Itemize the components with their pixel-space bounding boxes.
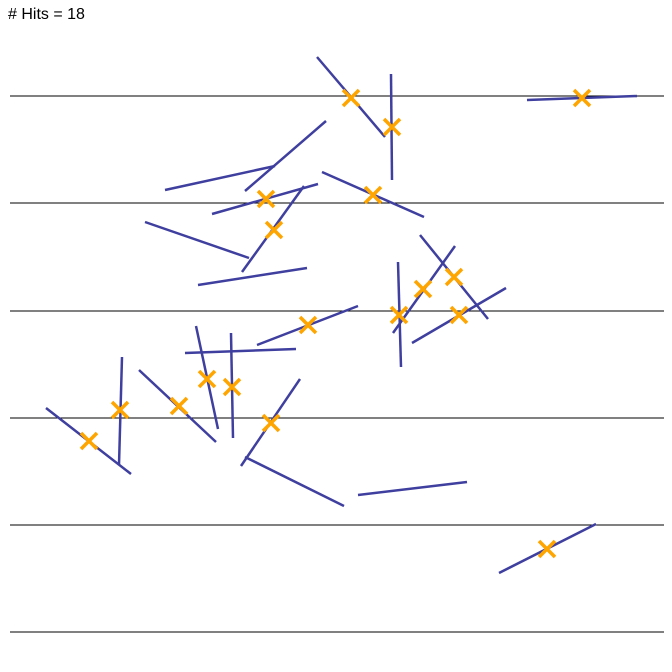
hit-marker	[264, 220, 284, 240]
hit-marker	[261, 413, 281, 433]
needles	[45, 56, 638, 575]
needle	[244, 455, 345, 508]
hit-marker	[110, 400, 130, 420]
hit-marker	[341, 88, 361, 108]
hit-marker	[79, 431, 99, 451]
needle	[244, 120, 327, 192]
hit-marker	[413, 279, 433, 299]
hit-marker	[444, 267, 464, 287]
hit-marker	[197, 369, 217, 389]
hit-marker	[256, 189, 276, 209]
needle	[144, 220, 250, 260]
hit-marker	[363, 185, 383, 205]
hit-marker	[382, 117, 402, 137]
hit-marker	[298, 315, 318, 335]
hits-count-label: # Hits = 18	[8, 6, 85, 23]
hit-marker	[572, 88, 592, 108]
floor-lines	[10, 95, 664, 633]
needle	[164, 164, 276, 192]
needle	[197, 266, 308, 287]
hit-marker	[169, 396, 189, 416]
needle	[184, 347, 297, 355]
hit-marker	[449, 305, 469, 325]
hit-marker	[537, 539, 557, 559]
hit-marker	[389, 305, 409, 325]
needle	[357, 480, 468, 497]
hit-marker	[222, 377, 242, 397]
hit-markers	[79, 88, 592, 559]
